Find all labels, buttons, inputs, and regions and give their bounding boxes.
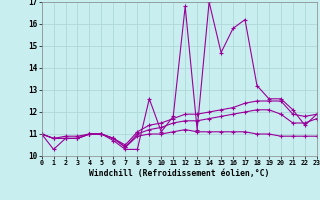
X-axis label: Windchill (Refroidissement éolien,°C): Windchill (Refroidissement éolien,°C) — [89, 169, 269, 178]
